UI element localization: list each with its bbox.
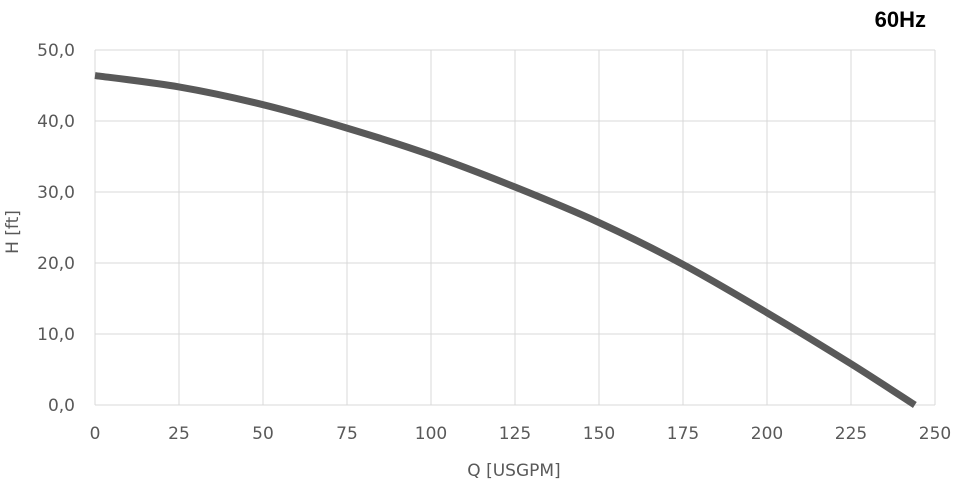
series-group — [94, 72, 917, 408]
x-tick-label: 225 — [835, 424, 867, 444]
x-tick-label: 50 — [252, 424, 274, 444]
x-tick-label: 0 — [90, 424, 101, 444]
y-tick-label: 20,0 — [37, 254, 75, 274]
x-tick-label: 250 — [919, 424, 951, 444]
x-axis-ticks: 0 25 50 75 100 125 150 175 200 225 250 — [90, 424, 952, 444]
y-tick-label: 30,0 — [37, 183, 75, 203]
x-tick-label: 200 — [751, 424, 783, 444]
frequency-label: 60Hz — [875, 7, 926, 32]
y-axis-ticks: 0,0 10,0 20,0 30,0 40,0 50,0 — [37, 41, 75, 416]
x-tick-label: 75 — [336, 424, 358, 444]
series-line-0 — [94, 72, 917, 408]
y-tick-label: 50,0 — [37, 41, 75, 61]
x-tick-label: 175 — [667, 424, 699, 444]
x-tick-label: 100 — [415, 424, 447, 444]
y-axis-label: H [ft] — [3, 210, 23, 254]
x-axis-label: Q [USGPM] — [467, 461, 560, 481]
x-tick-label: 25 — [168, 424, 190, 444]
grid-lines — [94, 49, 936, 406]
y-tick-label: 40,0 — [37, 112, 75, 132]
y-tick-label: 0,0 — [48, 396, 75, 416]
x-tick-label: 125 — [499, 424, 531, 444]
x-tick-label: 150 — [583, 424, 615, 444]
y-tick-label: 10,0 — [37, 325, 75, 345]
